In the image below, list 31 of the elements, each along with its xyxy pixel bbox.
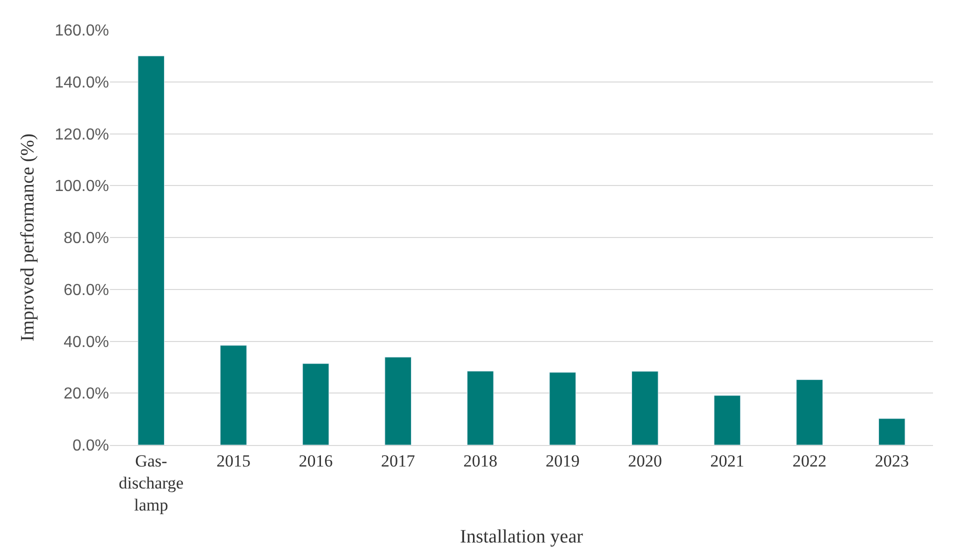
y-tick-label: 140.0% xyxy=(54,74,109,92)
bar xyxy=(796,379,823,445)
bar xyxy=(220,345,247,445)
bar xyxy=(878,418,906,445)
y-tick-label: 60.0% xyxy=(64,282,109,299)
x-tick-label: 2023 xyxy=(874,451,909,470)
y-axis-title: Improved performance (%) xyxy=(18,134,39,342)
bar xyxy=(632,371,658,445)
x-tick-label: 2022 xyxy=(792,451,827,470)
y-tick-label: 120.0% xyxy=(54,126,109,144)
x-axis-title: Installation year xyxy=(460,526,584,548)
bar xyxy=(549,372,576,445)
y-tick-label: 20.0% xyxy=(64,386,109,403)
x-tick-label: 2016 xyxy=(298,451,333,470)
x-tick-label: Gas- discharge lamp xyxy=(118,451,184,515)
y-tick-label: 0.0% xyxy=(72,438,109,455)
bar xyxy=(714,395,741,445)
y-tick-label: 40.0% xyxy=(64,334,109,351)
x-tick-label: 2021 xyxy=(710,451,744,470)
x-tick-label: 2019 xyxy=(546,451,580,470)
bar xyxy=(138,56,165,445)
bar xyxy=(384,356,412,445)
bar xyxy=(466,370,494,445)
x-tick-label: 2017 xyxy=(381,451,416,470)
y-tick-label: 80.0% xyxy=(64,230,109,248)
x-tick-label: 2018 xyxy=(463,451,498,470)
x-tick-label: 2020 xyxy=(628,451,662,470)
y-tick-label: 100.0% xyxy=(54,178,109,196)
x-tick-label: 2015 xyxy=(216,451,250,470)
bar xyxy=(302,363,330,445)
y-tick-label: 160.0% xyxy=(54,22,109,40)
